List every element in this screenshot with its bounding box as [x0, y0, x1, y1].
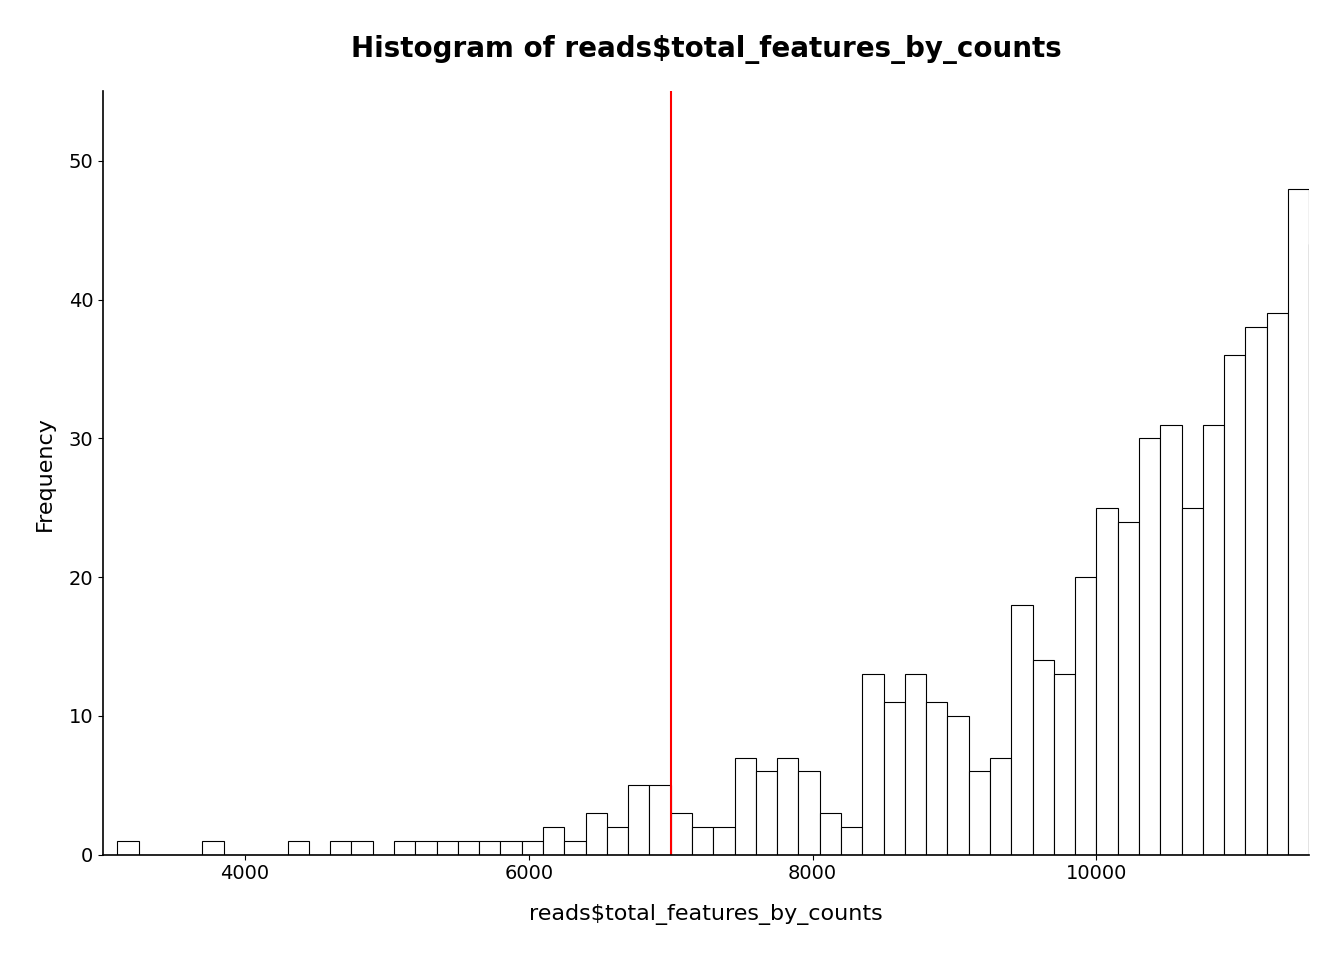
Bar: [1054, 674, 1075, 854]
Bar: [692, 827, 714, 854]
Bar: [1224, 355, 1246, 854]
Bar: [1097, 508, 1118, 854]
Bar: [415, 841, 437, 854]
Title: Histogram of reads$total_features_by_counts: Histogram of reads$total_features_by_cou…: [351, 35, 1062, 63]
Bar: [735, 757, 755, 854]
Bar: [1181, 508, 1203, 854]
Bar: [1331, 133, 1344, 854]
Bar: [714, 827, 735, 854]
Bar: [1309, 244, 1331, 854]
Bar: [1032, 660, 1054, 854]
Bar: [820, 813, 841, 854]
Bar: [288, 841, 309, 854]
Bar: [1246, 327, 1266, 854]
Bar: [628, 785, 649, 854]
Bar: [1203, 424, 1224, 854]
Bar: [607, 827, 628, 854]
Bar: [203, 841, 223, 854]
Bar: [586, 813, 607, 854]
Bar: [671, 813, 692, 854]
Bar: [905, 674, 926, 854]
Bar: [863, 674, 883, 854]
Bar: [926, 702, 948, 854]
Bar: [649, 785, 671, 854]
Bar: [394, 841, 415, 854]
X-axis label: reads$total_features_by_counts: reads$total_features_by_counts: [530, 904, 883, 925]
Bar: [1138, 439, 1160, 854]
Bar: [841, 827, 863, 854]
Bar: [1118, 521, 1138, 854]
Bar: [331, 841, 351, 854]
Bar: [883, 702, 905, 854]
Bar: [1160, 424, 1181, 854]
Y-axis label: Frequency: Frequency: [35, 416, 55, 531]
Bar: [543, 827, 564, 854]
Bar: [1288, 188, 1309, 854]
Bar: [948, 716, 969, 854]
Bar: [437, 841, 458, 854]
Bar: [1011, 605, 1032, 854]
Bar: [117, 841, 138, 854]
Bar: [1075, 577, 1097, 854]
Bar: [458, 841, 478, 854]
Bar: [564, 841, 586, 854]
Bar: [500, 841, 521, 854]
Bar: [478, 841, 500, 854]
Bar: [521, 841, 543, 854]
Bar: [777, 757, 798, 854]
Bar: [991, 757, 1011, 854]
Bar: [969, 772, 991, 854]
Bar: [798, 772, 820, 854]
Bar: [351, 841, 372, 854]
Bar: [755, 772, 777, 854]
Bar: [1266, 314, 1288, 854]
